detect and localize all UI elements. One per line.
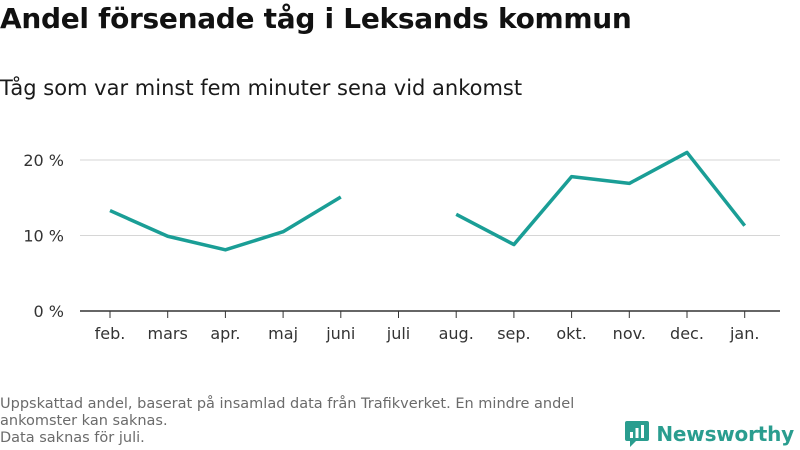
- x-tick-label: juni: [325, 324, 355, 343]
- chart-title: Andel försenade tåg i Leksands kommun: [0, 2, 632, 35]
- y-tick-label: 10 %: [23, 227, 64, 246]
- brand-logo: Newsworthy: [624, 420, 794, 448]
- x-axis-ticks: feb. mars apr. maj juni juli aug. sep. okt. nov. d…: [95, 311, 759, 343]
- footnote-line: ankomster kan saknas.: [0, 413, 168, 429]
- x-tick-label: maj: [268, 324, 298, 343]
- x-tick-label: nov.: [613, 324, 646, 343]
- footnote-line: Data saknas för juli.: [0, 430, 145, 446]
- newsworthy-logo-icon: [625, 421, 650, 447]
- x-tick-label: feb.: [95, 324, 126, 343]
- x-tick-label: dec.: [670, 324, 704, 343]
- y-tick-label: 20 %: [23, 151, 64, 170]
- x-tick-label: juli: [386, 324, 410, 343]
- x-tick-label: aug.: [439, 324, 474, 343]
- series-line-segment: [109, 195, 342, 252]
- x-tick-label: mars: [148, 324, 188, 343]
- series-lines: [109, 150, 747, 252]
- line-chart: 0 % 10 % 20 % feb. mars apr. maj juni juli aug. s…: [23, 150, 780, 343]
- chart-subtitle: Tåg som var minst fem minuter sena vid a…: [0, 76, 523, 100]
- footnote-line: Uppskattad andel, baserat på insamlad da…: [0, 396, 575, 412]
- y-tick-label: 0 %: [34, 302, 64, 321]
- x-tick-label: sep.: [497, 324, 530, 343]
- x-tick-label: okt.: [556, 324, 586, 343]
- y-axis-ticks: 0 % 10 % 20 %: [23, 151, 64, 321]
- brand-name: Newsworthy: [656, 422, 794, 446]
- x-tick-label: apr.: [210, 324, 240, 343]
- series-line-segment: [455, 150, 747, 247]
- grid-lines: [80, 159, 780, 236]
- footnote: Uppskattad andel, baserat på insamlad da…: [0, 396, 640, 447]
- x-tick-label: jan.: [729, 324, 759, 343]
